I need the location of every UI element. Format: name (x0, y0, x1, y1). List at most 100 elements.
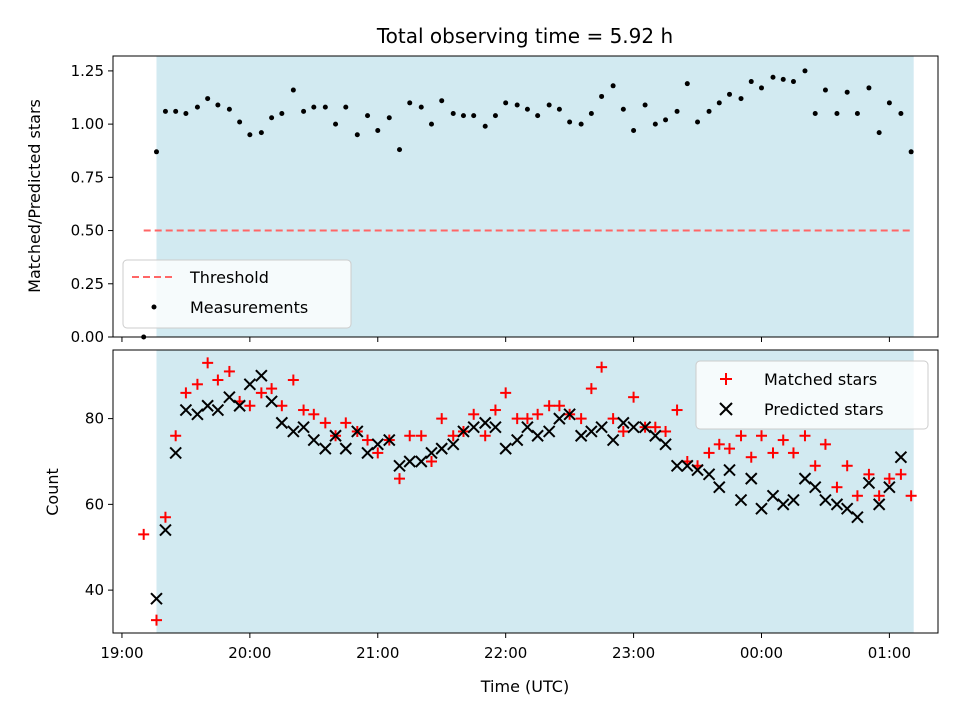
matched-star-point (489, 404, 501, 416)
legend-matched-swatch (720, 373, 732, 385)
measurement-point (652, 121, 658, 127)
legend-matched-label: Matched stars (764, 370, 877, 389)
matched-star-point (404, 430, 416, 442)
matched-star-point (895, 468, 907, 480)
matched-star-point (436, 413, 448, 425)
predicted-star-point (819, 493, 832, 507)
measurement-point (898, 110, 904, 116)
matched-star-point (415, 430, 427, 442)
matched-star-point (372, 447, 384, 459)
top-legend: Threshold Measurements (122, 259, 352, 329)
measurement-point (503, 100, 509, 106)
predicted-star-point (574, 429, 588, 442)
predicted-star-point (415, 455, 428, 468)
matched-star-point (276, 400, 288, 412)
measurement-point (716, 100, 722, 106)
measurement-point (322, 104, 328, 110)
predicted-star-point (307, 433, 321, 447)
predicted-star-point (339, 442, 352, 455)
figure-title: Total observing time = 5.92 h (376, 24, 673, 48)
measurement-point (269, 115, 275, 121)
top-axes-frame (112, 55, 939, 338)
matched-star-point (628, 391, 640, 403)
measurement-point (482, 123, 488, 129)
predicted-star-point (777, 498, 790, 511)
y-tick-label: 1.25 (71, 62, 104, 80)
measurement-point (215, 102, 221, 108)
predicted-star-point (531, 429, 544, 442)
predicted-star-point (179, 403, 193, 417)
matched-star-point (138, 528, 150, 540)
measurement-point (439, 98, 445, 104)
matched-star-point (831, 481, 843, 493)
matched-star-point (180, 387, 192, 399)
matched-star-point (308, 408, 320, 420)
matched-star-point (841, 460, 853, 472)
predicted-star-point (872, 498, 886, 511)
measurement-point (770, 74, 776, 80)
measurement-point (524, 106, 530, 112)
bottom-legend-box (695, 360, 929, 430)
predicted-star-point (681, 459, 694, 472)
measurement-point (301, 108, 307, 114)
predicted-star-point (670, 459, 684, 472)
matched-star-point (799, 430, 811, 442)
measurement-point (674, 108, 680, 114)
measurement-point (397, 147, 403, 153)
bottom-y-axis-label: Count (43, 468, 62, 516)
matched-star-point (287, 374, 299, 386)
measurement-point (748, 79, 754, 85)
matched-star-point (873, 490, 885, 502)
measurement-point (535, 113, 541, 119)
x-tick-label: 21:00 (356, 644, 399, 662)
matched-star-point (713, 438, 725, 450)
matched-star-point (851, 490, 863, 502)
x-tick-label: 23:00 (612, 644, 655, 662)
predicted-star-point (755, 502, 768, 515)
y-tick-label: 0.50 (71, 222, 104, 240)
measurement-point (365, 113, 371, 119)
predicted-star-point (862, 476, 876, 490)
bottom-axes-frame (112, 349, 939, 634)
measurement-point (311, 104, 317, 110)
measurement-points (141, 68, 914, 340)
measurement-point (471, 113, 477, 119)
measurement-point (428, 121, 434, 127)
predicted-star-point (830, 498, 844, 511)
measurement-point (386, 115, 392, 121)
measurement-point (237, 119, 243, 125)
matched-star-point (521, 413, 533, 425)
matched-star-point (223, 365, 235, 377)
measurement-point (706, 108, 712, 114)
matched-star-point (724, 443, 736, 455)
x-tick-label: 01:00 (868, 644, 911, 662)
matched-star-point (212, 374, 224, 386)
matched-star-point (511, 413, 523, 425)
measurement-point (631, 128, 637, 134)
measurement-point (727, 91, 733, 97)
matched-star-point (703, 447, 715, 459)
predicted-star-point (659, 438, 672, 451)
matched-star-point (500, 387, 512, 399)
predicted-star-point (150, 592, 163, 605)
measurement-point (194, 104, 200, 110)
matched-star-point (468, 408, 480, 420)
predicted-star-point (223, 390, 236, 404)
bottom-x-ticks: 19:00 20:00 21:00 22:00 23:00 00:00 01:00 (100, 633, 911, 662)
measurement-point (738, 96, 744, 102)
matched-star-point (883, 473, 895, 485)
predicted-star-point (169, 446, 182, 460)
predicted-star-point (447, 438, 460, 451)
legend-measurements-label: Measurements (190, 298, 308, 317)
matched-star-point (532, 408, 544, 420)
matched-star-point (170, 430, 182, 442)
x-axis-label: Time (UTC) (480, 677, 569, 696)
predicted-star-point (499, 442, 512, 455)
measurement-point (153, 149, 159, 155)
predicted-star-point (435, 442, 448, 455)
predicted-star-point (691, 463, 704, 477)
top-panel: 0.00 0.25 0.50 0.75 1.00 1.25 Matched/Predict… (25, 55, 939, 346)
measurement-point (492, 113, 498, 119)
matched-star-point (425, 455, 437, 467)
